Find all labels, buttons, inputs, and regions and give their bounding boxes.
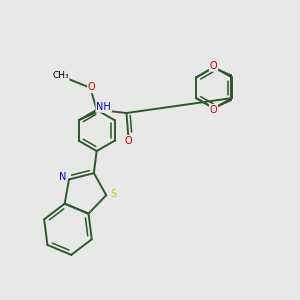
Text: S: S <box>110 189 116 200</box>
Text: CH₃: CH₃ <box>52 71 69 80</box>
Text: O: O <box>124 136 132 146</box>
Text: NH: NH <box>96 102 111 112</box>
Text: O: O <box>210 105 218 115</box>
Text: O: O <box>210 61 218 71</box>
Text: N: N <box>59 172 66 182</box>
Text: O: O <box>88 82 95 92</box>
